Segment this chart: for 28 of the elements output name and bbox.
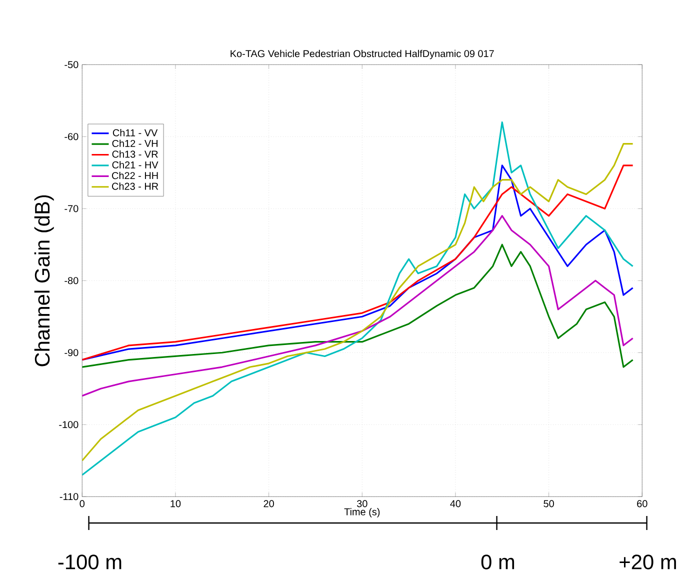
y-tick-label: -90	[64, 349, 78, 356]
chart-title: Ko-TAG Vehicle Pedestrian Obstructed HalfDynamic 09 017	[230, 50, 494, 60]
legend-label: Ch13 - VR	[112, 150, 158, 158]
x-tick-label: 40	[450, 500, 461, 508]
y-tick-label: -60	[64, 133, 78, 140]
legend-label: Ch21 - HV	[112, 161, 158, 168]
text: 0 m	[481, 554, 514, 570]
x-tick-label: 10	[170, 500, 181, 508]
x-tick-label: 50	[544, 500, 554, 508]
text: -100 m	[58, 554, 122, 570]
legend-label: Ch12 - VH	[112, 140, 158, 148]
legend-label: Ch22 - HH	[112, 172, 158, 180]
y-tick-label: -100	[59, 421, 78, 428]
y-tick-label: -70	[64, 205, 78, 212]
x-axis-title: Time (s)	[344, 508, 380, 518]
x-tick-label: 20	[264, 500, 274, 508]
y-axis-title: Channel Gain (dB)	[34, 195, 54, 366]
x-tick-label: 0	[80, 500, 85, 508]
line-series	[82, 244, 634, 368]
text: +20 m	[620, 554, 676, 570]
x-tick-label: 30	[356, 500, 368, 508]
y-tick-label: -80	[64, 277, 78, 284]
x-tick-label: 60	[637, 500, 648, 508]
line-series	[82, 215, 634, 397]
legend-label: Ch23 - HR	[112, 182, 158, 190]
legend-label: Ch11 - VV	[112, 128, 158, 136]
y-tick-label: -110	[60, 493, 78, 500]
y-tick-label: -50	[64, 61, 78, 68]
